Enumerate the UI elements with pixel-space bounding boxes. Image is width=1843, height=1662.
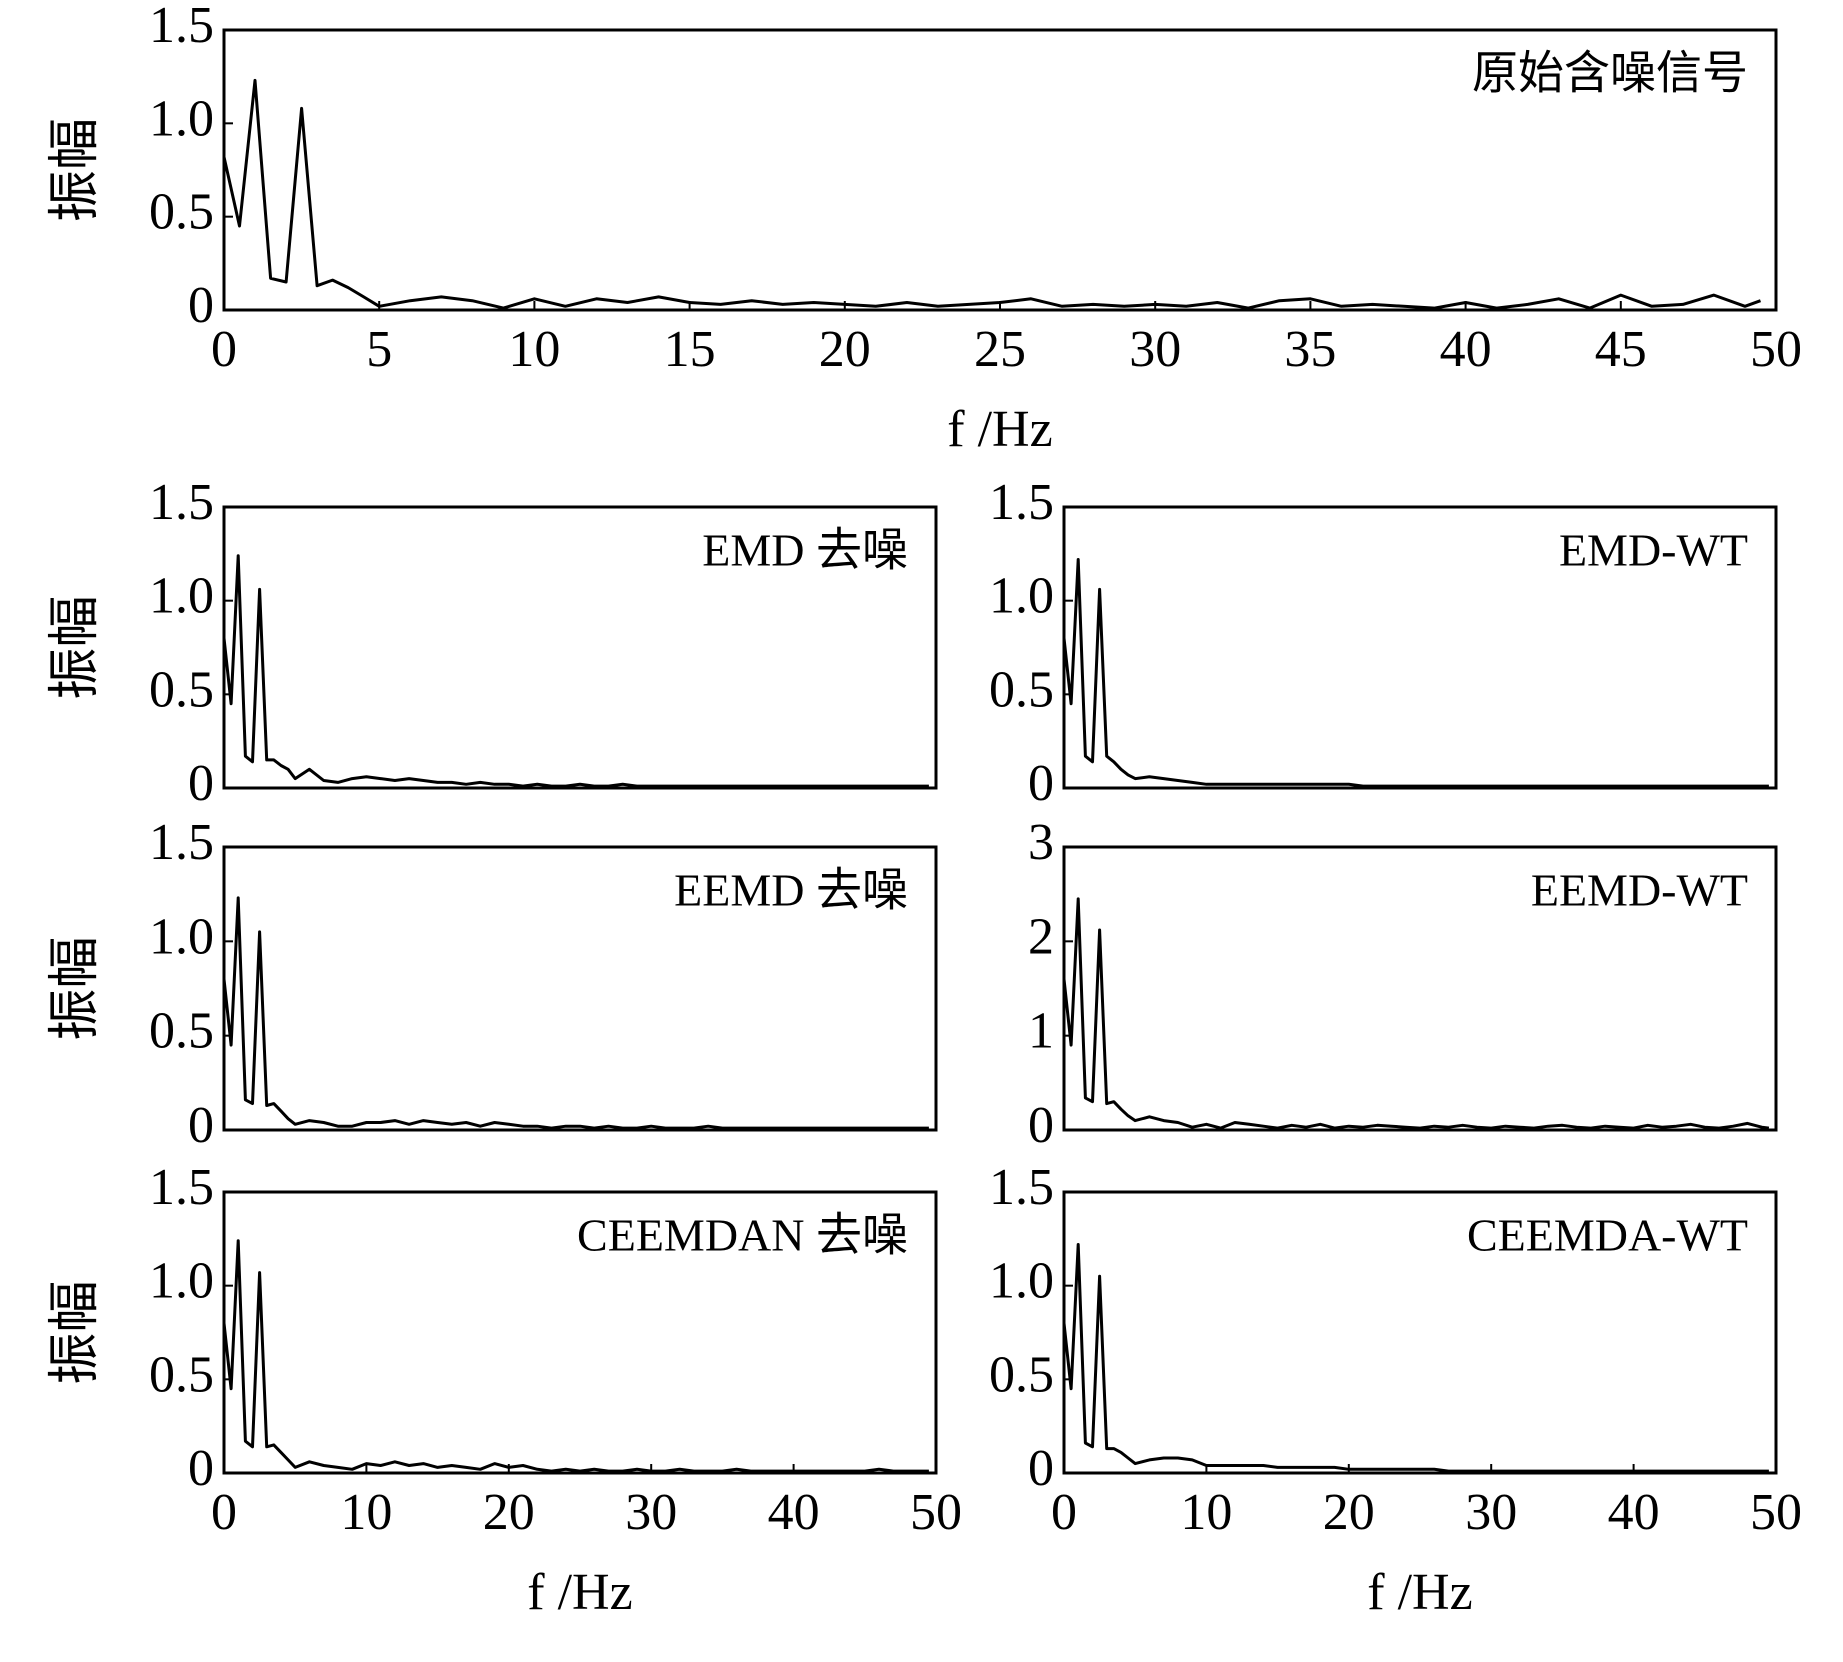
- y-tick-label: 1.5: [989, 1159, 1054, 1216]
- x-axis-label: f /Hz: [1367, 1564, 1472, 1621]
- x-tick-label: 40: [1608, 1484, 1660, 1541]
- x-tick-label: 5: [366, 321, 392, 378]
- y-tick-label: 0.5: [989, 661, 1054, 718]
- x-tick-label: 45: [1595, 321, 1647, 378]
- annotation: 原始含噪信号: [1472, 48, 1748, 99]
- annotation: EMD-WT: [1559, 525, 1748, 576]
- x-tick-label: 50: [1750, 321, 1802, 378]
- x-tick-label: 40: [1440, 321, 1492, 378]
- plot-frame: [1062, 505, 1778, 790]
- y-tick-label: 1.0: [149, 908, 214, 965]
- x-tick-label: 30: [625, 1484, 677, 1541]
- x-tick-label: 10: [508, 321, 560, 378]
- y-axis-label: 振幅: [47, 595, 104, 699]
- y-tick-label: 1.0: [149, 90, 214, 147]
- plot-frame: [222, 1190, 938, 1475]
- y-tick-label: 1.5: [149, 0, 214, 54]
- y-tick-label: 0: [1028, 755, 1054, 812]
- x-axis-label: f /Hz: [947, 401, 1052, 458]
- plot-frame: [1062, 1190, 1778, 1475]
- x-tick-label: 0: [211, 1484, 237, 1541]
- y-tick-label: 1: [1028, 1003, 1054, 1060]
- data-line: [1062, 558, 1769, 788]
- x-tick-label: 25: [974, 321, 1026, 378]
- x-tick-label: 0: [1051, 1484, 1077, 1541]
- x-tick-label: 50: [1750, 1484, 1802, 1541]
- y-tick-label: 0: [188, 755, 214, 812]
- data-line: [1062, 897, 1770, 1130]
- x-tick-label: 0: [211, 321, 237, 378]
- data-line: [222, 896, 929, 1130]
- y-tick-label: 0.5: [149, 661, 214, 718]
- y-tick-label: 1.0: [149, 1253, 214, 1310]
- data-line: [1062, 1243, 1769, 1473]
- x-tick-label: 30: [1465, 1484, 1517, 1541]
- annotation: CEEMDA-WT: [1467, 1210, 1748, 1261]
- y-tick-label: 0: [1028, 1097, 1054, 1154]
- y-axis-label: 振幅: [47, 936, 104, 1040]
- y-tick-label: 0.5: [989, 1346, 1054, 1403]
- data-line: [222, 1239, 929, 1473]
- x-tick-label: 10: [340, 1484, 392, 1541]
- y-axis-label: 振幅: [47, 1280, 104, 1384]
- y-tick-label: 1.5: [149, 814, 214, 871]
- y-tick-label: 0: [188, 277, 214, 334]
- y-tick-label: 1.0: [149, 568, 214, 625]
- y-tick-label: 1.0: [989, 1253, 1054, 1310]
- y-tick-label: 1.5: [149, 1159, 214, 1216]
- x-tick-label: 20: [819, 321, 871, 378]
- y-tick-label: 3: [1028, 814, 1054, 871]
- x-tick-label: 30: [1129, 321, 1181, 378]
- data-line: [222, 554, 929, 788]
- plot-frame: [222, 505, 938, 790]
- x-axis-label: f /Hz: [527, 1564, 632, 1621]
- x-tick-label: 10: [1180, 1484, 1232, 1541]
- x-tick-label: 40: [768, 1484, 820, 1541]
- annotation: EEMD 去噪: [674, 865, 908, 916]
- y-tick-label: 1.5: [989, 474, 1054, 531]
- y-tick-label: 0: [188, 1097, 214, 1154]
- x-tick-label: 20: [483, 1484, 535, 1541]
- plot-frame: [1062, 845, 1778, 1132]
- y-tick-label: 0.5: [149, 184, 214, 241]
- y-tick-label: 1.0: [989, 568, 1054, 625]
- x-tick-label: 35: [1284, 321, 1336, 378]
- y-axis-label: 振幅: [47, 118, 104, 222]
- y-tick-label: 2: [1028, 908, 1054, 965]
- y-tick-label: 0.5: [149, 1346, 214, 1403]
- x-tick-label: 20: [1323, 1484, 1375, 1541]
- y-tick-label: 0.5: [149, 1003, 214, 1060]
- plot-frame: [222, 845, 938, 1132]
- annotation: EEMD-WT: [1531, 865, 1748, 916]
- y-tick-label: 0: [188, 1440, 214, 1497]
- annotation: EMD 去噪: [702, 525, 908, 576]
- y-tick-label: 1.5: [149, 474, 214, 531]
- data-line: [222, 78, 1762, 310]
- y-tick-label: 0: [1028, 1440, 1054, 1497]
- x-tick-label: 15: [664, 321, 716, 378]
- x-tick-label: 50: [910, 1484, 962, 1541]
- annotation: CEEMDAN 去噪: [577, 1210, 908, 1261]
